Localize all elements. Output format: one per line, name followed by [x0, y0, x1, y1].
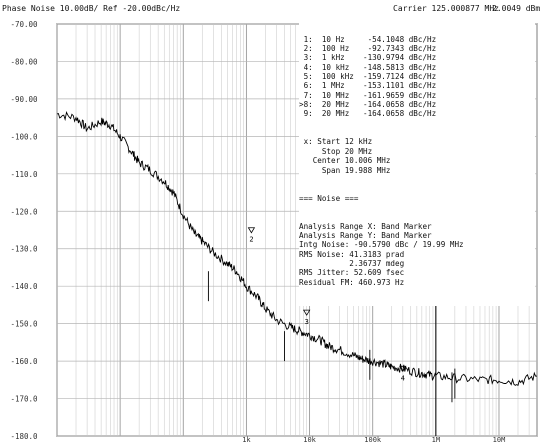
- y-tick-label: -180.0: [10, 432, 38, 441]
- marker-table-panel: 1: 10 Hz -54.1048 dBc/Hz 2: 100 Hz -92.7…: [299, 16, 535, 306]
- marker-label: 4: [401, 374, 405, 382]
- marker-table: 1: 10 Hz -54.1048 dBc/Hz 2: 100 Hz -92.7…: [299, 35, 535, 119]
- marker-row[interactable]: 4: 10 kHz -148.5813 dBc/Hz: [299, 62, 437, 72]
- y-tick-label: -70.00: [10, 20, 38, 29]
- y-tick-label: -120.0: [10, 207, 38, 216]
- x-tick-label: 1M: [432, 436, 440, 443]
- y-axis-labels: -70.00 -80.00 -90.00 -100.0 -110.0 -120.0 -130…: [10, 20, 38, 441]
- carrier-power: 2.0049 dBm: [492, 4, 541, 13]
- carrier-frequency: Carrier 125.000877 MHz: [393, 4, 499, 13]
- analysis-row: Analysis Range X: Band Marker: [299, 221, 432, 231]
- span-settings: x: Start 12 kHz Stop 20 MHz Center 10.00…: [299, 137, 535, 174]
- analysis-row: Intg Noise: -90.5790 dBc / 19.99 MHz: [299, 240, 464, 250]
- marker-label: 2: [249, 236, 253, 244]
- x-axis-labels: 1k 10k 100k 1M 10M: [242, 436, 505, 443]
- y-tick-label: -80.00: [10, 57, 38, 66]
- span-setting-row: Span 19.988 MHz: [299, 165, 391, 175]
- phase-noise-trace: [56, 111, 538, 386]
- marker-row[interactable]: 2: 100 Hz -92.7343 dBc/Hz: [299, 44, 437, 54]
- analysis-row: 2.36737 mdeg: [299, 258, 405, 268]
- marker-row[interactable]: >8: 20 MHz -164.0658 dBc/Hz: [299, 100, 437, 110]
- noise-analysis: Analysis Range X: Band Marker Analysis Ra…: [299, 222, 535, 287]
- header-title: Phase Noise 10.00dB/ Ref -20.00dBc/Hz: [2, 4, 181, 13]
- analysis-row: RMS Jitter: 52.609 fsec: [299, 268, 405, 278]
- noise-section-header: === Noise ===: [299, 193, 359, 203]
- y-tick-label: -90.00: [10, 95, 38, 104]
- marker-triangle[interactable]: [302, 309, 311, 316]
- analysis-row: Analysis Range Y: Band Marker: [299, 230, 432, 240]
- plot-grid: [56, 23, 538, 437]
- marker-triangle[interactable]: [399, 365, 407, 373]
- x-tick-label: 10k: [303, 436, 316, 443]
- y-tick-label: -150.0: [10, 320, 38, 329]
- y-tick-label: -130.0: [10, 245, 38, 254]
- x-tick-label: 100k: [364, 436, 382, 443]
- analysis-row: RMS Noise: 41.3183 prad: [299, 249, 405, 259]
- marker-row[interactable]: 7: 10 MHz -161.9659 dBc/Hz: [299, 90, 437, 100]
- x-tick-label: 10M: [493, 436, 506, 443]
- marker-label: 3: [305, 318, 309, 326]
- marker-points: 2345: [207, 227, 456, 403]
- y-tick-label: -140.0: [10, 282, 38, 291]
- x-tick-label: 1k: [242, 436, 251, 443]
- span-setting-row: x: Start 12 kHz: [299, 137, 373, 147]
- y-tick-label: -160.0: [10, 357, 38, 366]
- y-tick-label: -170.0: [10, 395, 38, 404]
- marker-row[interactable]: 5: 100 kHz -159.7124 dBc/Hz: [299, 72, 437, 82]
- marker-triangle[interactable]: [247, 227, 256, 234]
- marker-row[interactable]: 6: 1 MHz -153.1101 dBc/Hz: [299, 81, 437, 91]
- marker-row[interactable]: 1: 10 Hz -54.1048 dBc/Hz: [299, 34, 437, 44]
- marker-row[interactable]: 3: 1 kHz -130.9794 dBc/Hz: [299, 53, 437, 63]
- marker-row[interactable]: 9: 20 MHz -164.0658 dBc/Hz: [299, 109, 437, 119]
- y-tick-label: -110.0: [10, 170, 38, 179]
- span-setting-row: Center 10.006 MHz: [299, 156, 391, 166]
- span-setting-row: Stop 20 MHz: [299, 146, 373, 156]
- analysis-row: Residual FM: 460.973 Hz: [299, 277, 405, 287]
- y-tick-label: -100.0: [10, 132, 38, 141]
